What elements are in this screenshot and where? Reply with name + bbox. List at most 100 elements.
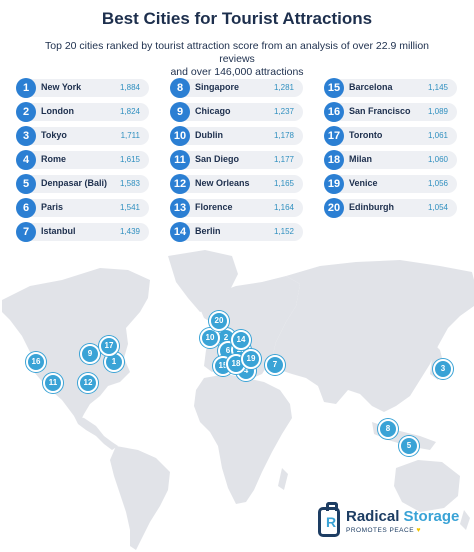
city-marker: 14 (231, 330, 251, 350)
city-name: Tokyo (41, 130, 67, 140)
attraction-score: 1,152 (273, 227, 294, 236)
rank-item: 4 Rome 1,615 (16, 150, 149, 170)
rank-number-badge: 1 (16, 78, 36, 98)
city-name: Chicago (195, 106, 231, 116)
city-name: Berlin (195, 226, 221, 236)
rank-item: 19 Venice 1,056 (324, 174, 457, 194)
city-name: Milan (349, 154, 373, 164)
rank-number-badge: 2 (16, 102, 36, 122)
attraction-score: 1,054 (427, 203, 448, 212)
rank-item: 1 New York 1,884 (16, 78, 149, 98)
rank-number-badge: 4 (16, 150, 36, 170)
rank-item: 8 Singapore 1,281 (170, 78, 303, 98)
city-name: San Francisco (349, 106, 411, 116)
rank-number-badge: 20 (324, 198, 344, 218)
rank-number-badge: 19 (324, 174, 344, 194)
subtitle-line-2: and over 146,000 attractions (170, 66, 304, 78)
rank-number-badge: 13 (170, 198, 190, 218)
rank-item: 6 Paris 1,541 (16, 198, 149, 218)
subtitle-line-1: Top 20 cities ranked by tourist attracti… (44, 40, 429, 65)
attraction-score: 1,824 (119, 107, 140, 116)
south-america-shape (110, 446, 170, 550)
city-name: Dublin (195, 130, 223, 140)
rank-number-badge: 7 (16, 222, 36, 242)
city-name: New York (41, 82, 82, 92)
attraction-score: 1,056 (427, 179, 448, 188)
page-subtitle: Top 20 cities ranked by tourist attracti… (40, 40, 434, 79)
city-marker: 5 (399, 436, 419, 456)
city-name: Venice (349, 178, 378, 188)
city-name: New Orleans (195, 178, 250, 188)
rank-number-badge: 9 (170, 102, 190, 122)
madagascar-shape (278, 468, 288, 490)
asia-shape (272, 260, 474, 412)
attraction-score: 1,439 (119, 227, 140, 236)
rank-number-badge: 5 (16, 174, 36, 194)
city-marker: 12 (78, 373, 98, 393)
africa-shape (194, 374, 292, 504)
city-marker: 17 (99, 336, 119, 356)
rank-item: 16 San Francisco 1,089 (324, 102, 457, 122)
city-name: Rome (41, 154, 67, 164)
attraction-score: 1,583 (119, 179, 140, 188)
rank-number-badge: 8 (170, 78, 190, 98)
city-name: San Diego (195, 154, 240, 164)
suitcase-icon: R (318, 502, 340, 537)
city-name: Paris (41, 202, 64, 212)
logo-word-radical: Radical (346, 508, 400, 525)
rank-number-badge: 14 (170, 222, 190, 242)
attraction-score: 1,711 (120, 131, 140, 140)
attraction-score: 1,145 (427, 83, 448, 92)
logo-word-storage: Storage (403, 508, 460, 525)
attraction-score: 1,060 (427, 155, 448, 164)
city-name: Denpasar (Bali) (41, 178, 108, 188)
city-name: Barcelona (349, 82, 393, 92)
attraction-score: 1,164 (273, 203, 294, 212)
city-name: Florence (195, 202, 233, 212)
city-marker: 20 (209, 311, 229, 331)
rank-number-badge: 12 (170, 174, 190, 194)
rank-item: 12 New Orleans 1,165 (170, 174, 303, 194)
attraction-score: 1,177 (273, 155, 294, 164)
page-title: Best Cities for Tourist Attractions (101, 9, 373, 28)
city-marker: 9 (80, 344, 100, 364)
rank-number-badge: 3 (16, 126, 36, 146)
rank-item: 11 San Diego 1,177 (170, 150, 303, 170)
rankings-list: 1 New York 1,884 2 London 1,824 3 Tokyo 1,711 4 Ro… (0, 0, 474, 250)
rank-number-badge: 10 (170, 126, 190, 146)
brand-logo: R Radical Storage PROMOTES PEACE ♥ (316, 502, 466, 547)
city-marker: 19 (241, 349, 261, 369)
attraction-score: 1,061 (427, 131, 448, 140)
city-marker: 3 (433, 359, 453, 379)
attraction-score: 1,541 (119, 203, 140, 212)
logo-wordmark: Radical Storage (346, 508, 459, 525)
north-america-shape (2, 268, 150, 422)
attraction-score: 1,237 (273, 107, 294, 116)
rank-item: 2 London 1,824 (16, 102, 149, 122)
rank-item: 5 Denpasar (Bali) 1,583 (16, 174, 149, 194)
city-marker: 10 (200, 328, 220, 348)
attraction-score: 1,884 (119, 83, 140, 92)
attraction-score: 1,281 (273, 83, 294, 92)
attraction-score: 1,615 (119, 155, 140, 164)
city-name: Istanbul (41, 226, 76, 236)
attraction-score: 1,178 (273, 131, 294, 140)
rank-item: 17 Toronto 1,061 (324, 126, 457, 146)
rank-number-badge: 16 (324, 102, 344, 122)
rank-item: 13 Florence 1,164 (170, 198, 303, 218)
australia-shape (394, 460, 460, 512)
rank-item: 15 Barcelona 1,145 (324, 78, 457, 98)
logo-tagline-text: PROMOTES PEACE (346, 527, 415, 534)
rank-number-badge: 6 (16, 198, 36, 218)
new-zealand-shape (460, 510, 470, 530)
rank-item: 20 Edinburgh 1,054 (324, 198, 457, 218)
central-america-shape (74, 416, 118, 450)
rank-item: 9 Chicago 1,237 (170, 102, 303, 122)
rank-item: 14 Berlin 1,152 (170, 222, 303, 242)
attraction-score: 1,089 (427, 107, 448, 116)
city-marker: 11 (43, 373, 63, 393)
rank-number-badge: 18 (324, 150, 344, 170)
city-name: London (41, 106, 74, 116)
attraction-score: 1,165 (273, 179, 294, 188)
city-marker: 16 (26, 352, 46, 372)
